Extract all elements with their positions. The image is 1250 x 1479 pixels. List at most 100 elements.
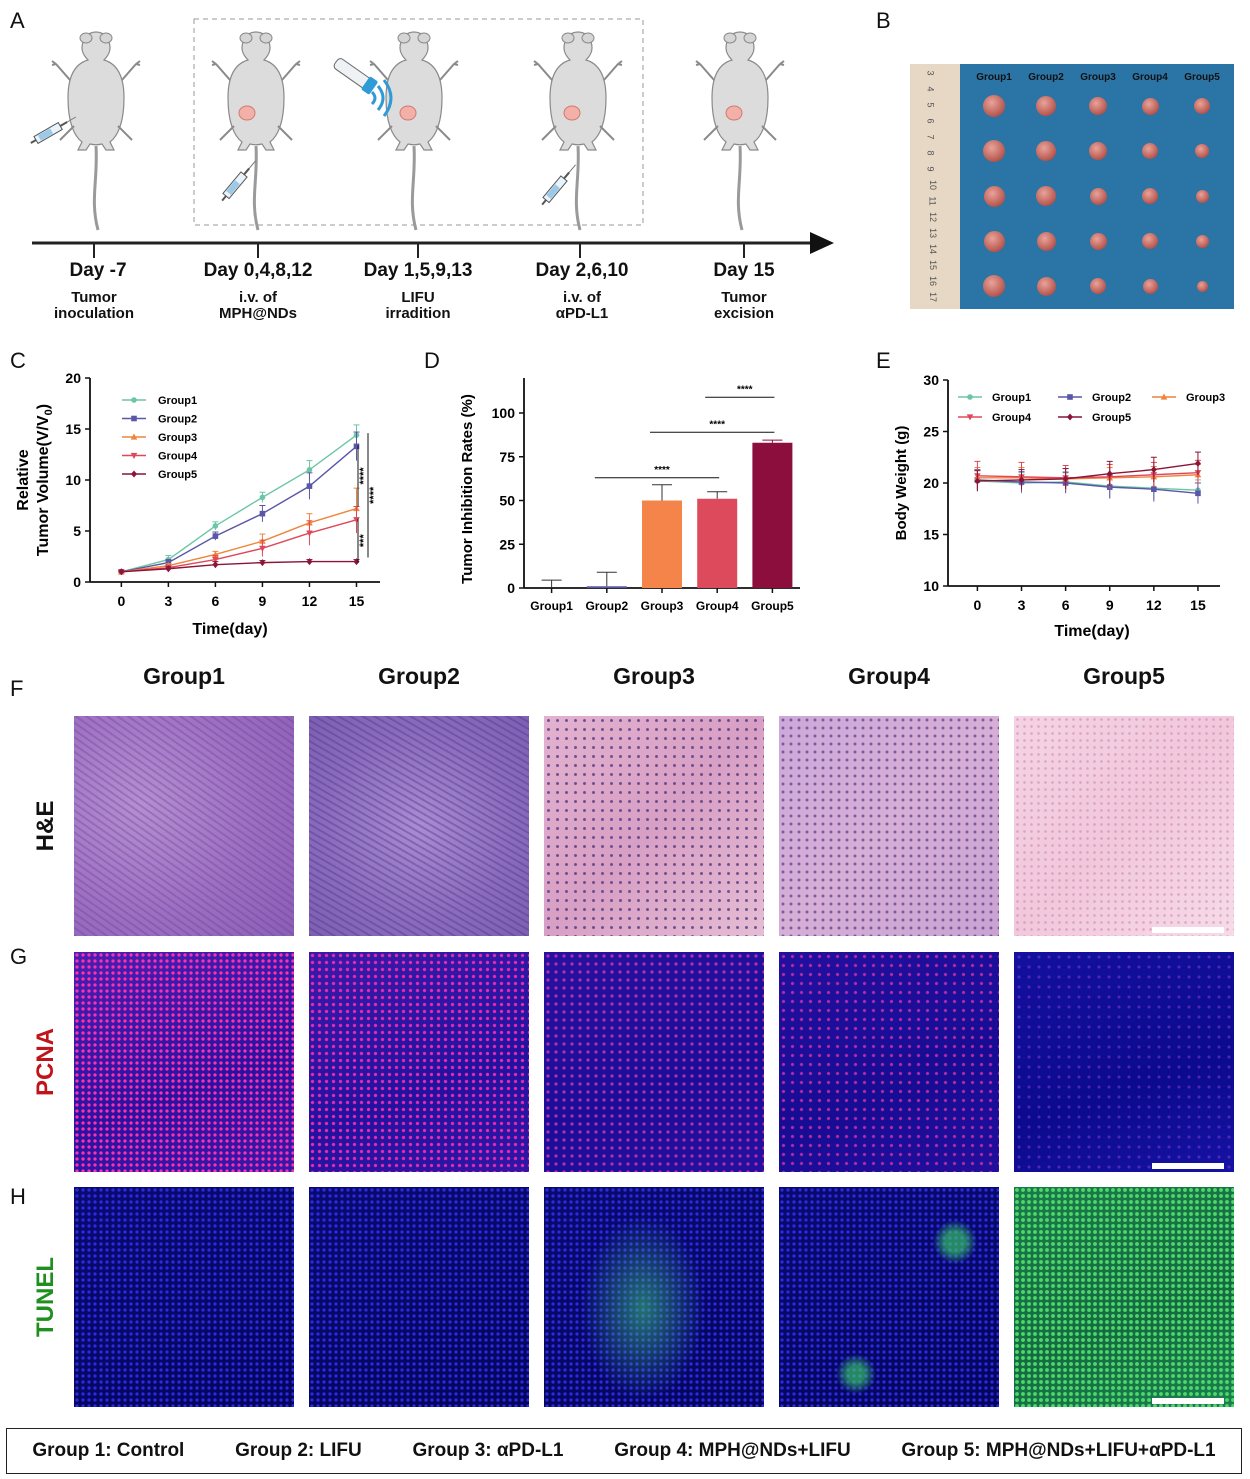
tumor-sample — [1036, 186, 1056, 206]
y-axis-title-line2: Tumor Volume(V/V0) — [35, 404, 55, 556]
legend-label: Group3 — [158, 432, 197, 444]
timeline-desc-2: LIFU irradition — [385, 289, 451, 322]
scale-bar — [1152, 1163, 1224, 1169]
panel-letter-c: C — [10, 348, 26, 373]
tumor-sample — [1195, 234, 1209, 248]
x-tick-label: Group3 — [641, 599, 684, 613]
legend-marker — [131, 415, 137, 422]
photo-group-label: Group4 — [1132, 72, 1168, 83]
tumor-sample — [1090, 278, 1106, 294]
timeline-desc-4: Tumor excision — [713, 289, 775, 322]
data-point — [306, 467, 313, 473]
histology-group-header: Group1 — [143, 663, 225, 689]
y-tick-label: 20 — [65, 370, 81, 386]
data-point — [212, 533, 219, 539]
ruler-mark: 11 — [927, 196, 938, 206]
data-point — [353, 517, 360, 524]
tumor-grid: Group1 Group2 Group3 Group4 Group5 — [966, 64, 1234, 309]
significance-label: *** — [358, 534, 370, 548]
tumor-sample — [1036, 96, 1056, 116]
data-point — [1150, 466, 1157, 474]
bar-Group4 — [697, 498, 738, 588]
timeline-illustration — [27, 18, 834, 258]
ruler-mark: 15 — [928, 259, 939, 271]
data-point — [1151, 486, 1157, 492]
legend-group-3: Group 3: αPD-L1 — [412, 1440, 564, 1461]
data-point — [1194, 459, 1201, 467]
data-point — [212, 561, 219, 569]
histology-image — [779, 1187, 999, 1407]
y-tick-label: 25 — [499, 536, 515, 552]
x-tick-label: Group1 — [530, 599, 573, 613]
legend-marker — [130, 452, 138, 459]
histology-image — [74, 1187, 294, 1407]
significance-label: **** — [654, 465, 670, 476]
legend-label: Group1 — [158, 395, 197, 407]
x-tick-label: 12 — [302, 593, 318, 609]
data-point — [118, 568, 125, 576]
y-tick-label: 100 — [492, 405, 516, 421]
histology-group-header: Group3 — [613, 663, 695, 689]
y-tick-label: 30 — [923, 372, 939, 388]
ruler-mark: 9 — [925, 166, 936, 172]
scale-bar — [1152, 927, 1224, 933]
data-point — [306, 483, 313, 489]
histology-group-header: Group2 — [378, 663, 460, 689]
series-line — [121, 560, 357, 573]
panel-letter-h: H — [10, 1184, 26, 1209]
legend-marker — [131, 397, 137, 403]
data-point — [306, 558, 313, 566]
histology-image — [74, 952, 294, 1172]
stain-label: H&E — [32, 800, 59, 852]
histology-group-header: Group5 — [1083, 663, 1165, 689]
data-point — [259, 510, 266, 517]
legend-group-2: Group 2: LIFU — [235, 1440, 362, 1461]
bar-Group2 — [586, 586, 627, 588]
significance-label: **** — [737, 384, 753, 395]
legend-label: Group4 — [992, 412, 1032, 424]
x-axis-title: Time(day) — [192, 621, 267, 638]
y-axis-title-line1: Relative — [15, 449, 32, 510]
x-tick-label: 3 — [1018, 597, 1026, 613]
photo-group-label: Group3 — [1080, 72, 1116, 83]
ruler-mark: 12 — [928, 211, 939, 223]
scale-bar — [1152, 1398, 1224, 1404]
stain-label: TUNEL — [32, 1257, 59, 1337]
timeline-desc-1: i.v. of MPH@NDs — [219, 289, 297, 322]
tumor-sample — [1036, 231, 1056, 251]
y-tick-label: 75 — [499, 449, 515, 465]
photo-group-label: Group2 — [1028, 72, 1064, 83]
histology-image — [309, 1187, 529, 1407]
timeline-desc-0: Tumor inoculation — [54, 289, 134, 322]
chart-inhibition-rates: 0 25 50 75 100 Tumor Inhibition Rates (%) Grou… — [459, 378, 800, 613]
y-tick-label: 50 — [499, 493, 515, 509]
tumor-sample — [1142, 188, 1158, 204]
chart-body-weight: 10 15 20 25 30 0 3 6 9 12 15 Time(day) Body Weight (… — [893, 372, 1225, 640]
y-axis-title: Body Weight (g) — [893, 426, 910, 541]
ruler-mark: 10 — [928, 179, 939, 191]
histology-image — [309, 952, 529, 1172]
tumor-sample — [1196, 280, 1208, 292]
ruler-mark: 5 — [925, 102, 936, 108]
ruler-mark: 17 — [928, 291, 939, 303]
panel-letter-e: E — [876, 348, 891, 373]
y-tick-label: 15 — [923, 527, 939, 543]
series-line — [977, 462, 1199, 482]
tumor-sample — [983, 230, 1005, 252]
data-point — [1018, 476, 1025, 484]
x-tick-label: 9 — [1106, 597, 1114, 613]
tumor-sample — [1089, 142, 1107, 160]
data-point — [353, 558, 360, 566]
ruler-mark: 14 — [928, 243, 939, 255]
series-Group1 — [118, 424, 360, 575]
tumor-sample — [983, 275, 1005, 297]
histology-image — [1014, 1187, 1234, 1407]
tumor-sample — [983, 185, 1005, 207]
data-point — [974, 477, 981, 485]
data-point — [353, 443, 360, 450]
ruler-mark: 16 — [928, 275, 939, 287]
x-tick-label: Group4 — [696, 599, 739, 613]
tumor-sample — [1194, 98, 1210, 114]
x-tick-label: 3 — [164, 593, 172, 609]
legend-label: Group2 — [158, 414, 197, 426]
